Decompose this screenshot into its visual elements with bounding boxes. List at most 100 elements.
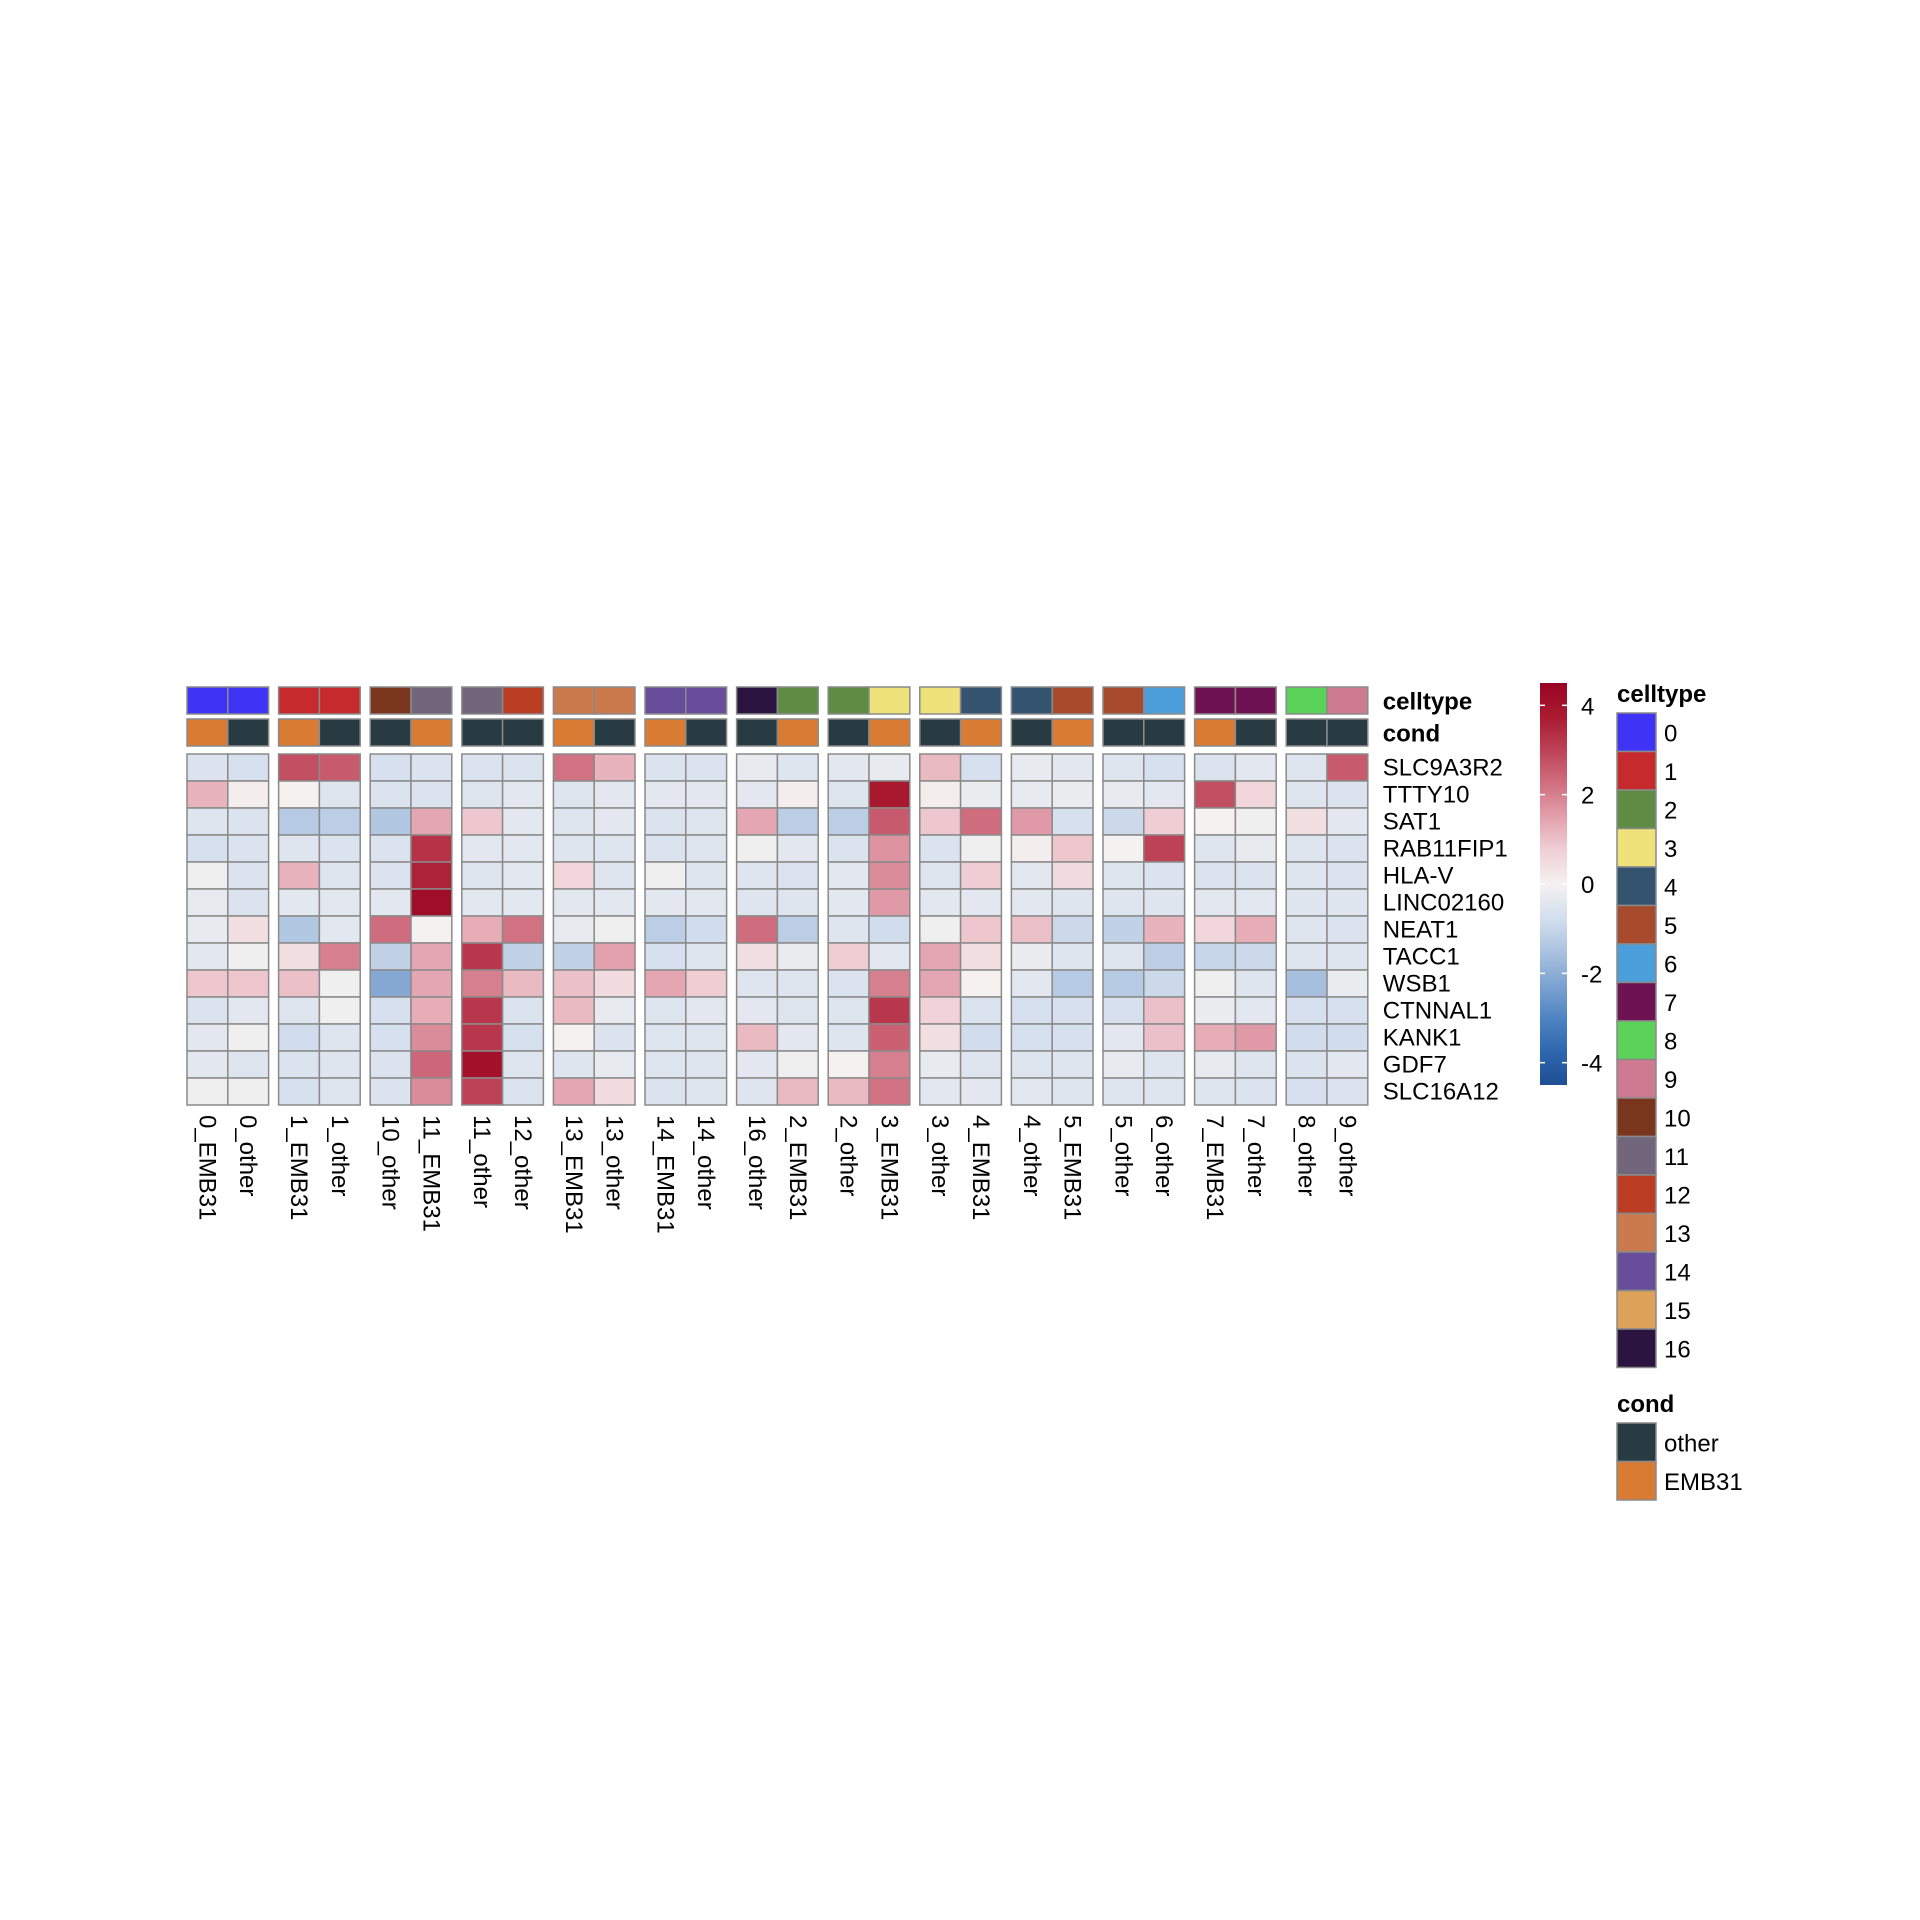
heatmap-cell [1326,780,1369,809]
cond-annotation-cell [461,718,504,747]
heatmap-cell [827,969,870,998]
heatmap-cell [1051,888,1094,917]
legend-item-label: EMB31 [1664,1469,1743,1496]
heatmap-cell [552,942,595,971]
heatmap-cell [410,807,453,836]
heatmap-cell [186,969,229,998]
heatmap-cell [1234,915,1277,944]
row-label: KANK1 [1383,1025,1462,1052]
row-label: SLC16A12 [1383,1079,1499,1106]
heatmap-cell [227,996,270,1025]
legend-swatch [1616,1289,1657,1330]
heatmap-cell [227,915,270,944]
legend-swatch [1616,789,1657,830]
heatmap-cell [1143,942,1186,971]
celltype-annotation-cell [410,686,453,715]
heatmap-cell [776,996,819,1025]
heatmap-cell [1234,1023,1277,1052]
heatmap-cell [685,807,728,836]
heatmap-cell [1143,915,1186,944]
heatmap-cell [1326,1077,1369,1106]
column-label: 2_EMB31 [784,1115,811,1220]
heatmap-cell [827,942,870,971]
cond-annotation-cell [501,718,545,747]
heatmap-cell [593,1023,636,1052]
heatmap-cell [644,1050,687,1079]
heatmap-cell [919,942,962,971]
heatmap-cell [318,834,361,863]
heatmap-cell [369,780,412,809]
heatmap-cell [735,780,779,809]
heatmap-cell [868,969,911,998]
cond-annotation-cell [1051,718,1094,747]
cond-annotation-cell [735,718,779,747]
heatmap-cell [1234,807,1277,836]
heatmap-cell [1193,807,1237,836]
heatmap-cell [277,807,321,836]
heatmap-cell [685,834,728,863]
heatmap-cell [735,753,779,782]
heatmap-cell [277,1050,321,1079]
heatmap-cell [868,1050,911,1079]
legend-item-label: 4 [1664,874,1677,901]
legend-swatch [1616,981,1657,1022]
heatmap-cell [776,942,819,971]
heatmap-cell [685,996,728,1025]
heatmap-cell [318,753,361,782]
heatmap-cell [1193,861,1237,890]
heatmap-cell [644,780,687,809]
legend-swatch [1616,1251,1657,1292]
heatmap-cell [186,1050,229,1079]
legend-swatch [1616,904,1657,945]
legend-item-label: 1 [1664,759,1677,786]
heatmap-cell [827,996,870,1025]
heatmap-cell [1234,780,1277,809]
heatmap-cell [318,888,361,917]
colorbar-tick-label: 2 [1581,783,1594,810]
row-label: NEAT1 [1383,917,1459,944]
heatmap-cell [1051,807,1094,836]
heatmap-cell [868,996,911,1025]
heatmap-cell [1051,834,1094,863]
heatmap-cell [186,942,229,971]
heatmap-cell [1193,969,1237,998]
heatmap-cell [369,888,412,917]
heatmap-cell [959,915,1003,944]
heatmap-cell [1143,1077,1186,1106]
heatmap-cell [186,888,229,917]
heatmap-cell [1285,1023,1328,1052]
colorbar-tick-label: 0 [1581,872,1594,899]
heatmap-cell [186,915,229,944]
legend-swatch [1616,1328,1657,1369]
legend-item-label: 10 [1664,1105,1691,1132]
heatmap-cell [552,753,595,782]
legend-item-label: 7 [1664,990,1677,1017]
heatmap-cell [644,753,687,782]
heatmap-cell [552,969,595,998]
heatmap-cell [277,996,321,1025]
heatmap-cell [919,915,962,944]
column-label: 8_other [1293,1115,1320,1196]
heatmap-cell [1326,861,1369,890]
heatmap-cell [1234,1077,1277,1106]
column-label: 0_EMB31 [193,1115,220,1220]
heatmap-cell [1102,780,1145,809]
heatmap-cell [277,1023,321,1052]
heatmap-cell [318,942,361,971]
cond-annotation-cell [410,718,453,747]
heatmap-cell [959,1050,1003,1079]
celltype-annotation-cell [277,686,321,715]
heatmap-cell [1326,942,1369,971]
heatmap-cell [959,942,1003,971]
annotation-label: celltype [1383,689,1472,716]
heatmap-cell [919,1077,962,1106]
heatmap-cell [1234,942,1277,971]
annotation-bars [186,686,1369,747]
heatmap-cell [227,834,270,863]
heatmap-cell [1326,915,1369,944]
cond-annotation-cell [1143,718,1186,747]
heatmap-cell [959,807,1003,836]
heatmap-cell [1326,969,1369,998]
heatmap-cell [959,780,1003,809]
legend-item-label: 0 [1664,720,1677,747]
